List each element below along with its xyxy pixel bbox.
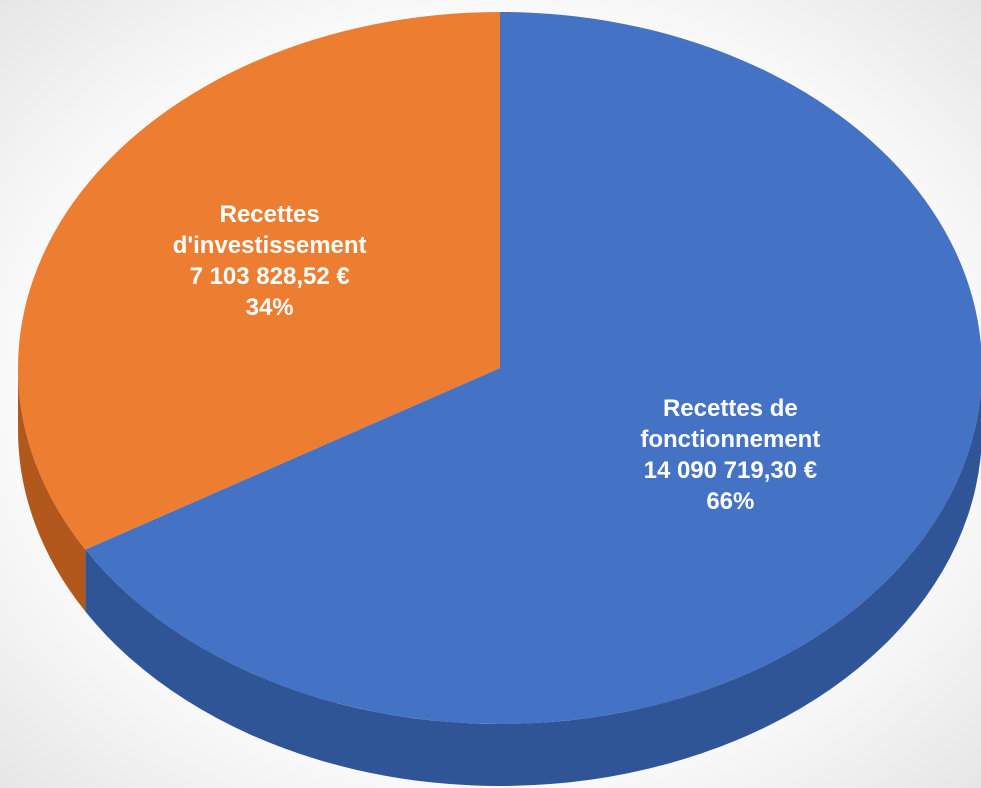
slice bbox=[85, 12, 981, 724]
category-label: Recettes d'investissement bbox=[172, 201, 367, 260]
slice-side bbox=[85, 389, 981, 786]
data-label: Recettes d'investissement 7 103 828,52 € 3… bbox=[130, 199, 410, 323]
slice bbox=[18, 12, 500, 550]
value-label: 7 103 828,52 € bbox=[189, 263, 350, 291]
slice-side bbox=[18, 368, 86, 612]
value-label: 14 090 719,30 € bbox=[643, 456, 818, 484]
percent-label: 66% bbox=[706, 487, 755, 515]
category-label: Recettes de fonctionnement bbox=[640, 394, 821, 453]
data-label: Recettes de fonctionnement 14 090 719,30 … bbox=[590, 393, 870, 517]
percent-label: 34% bbox=[245, 294, 294, 322]
